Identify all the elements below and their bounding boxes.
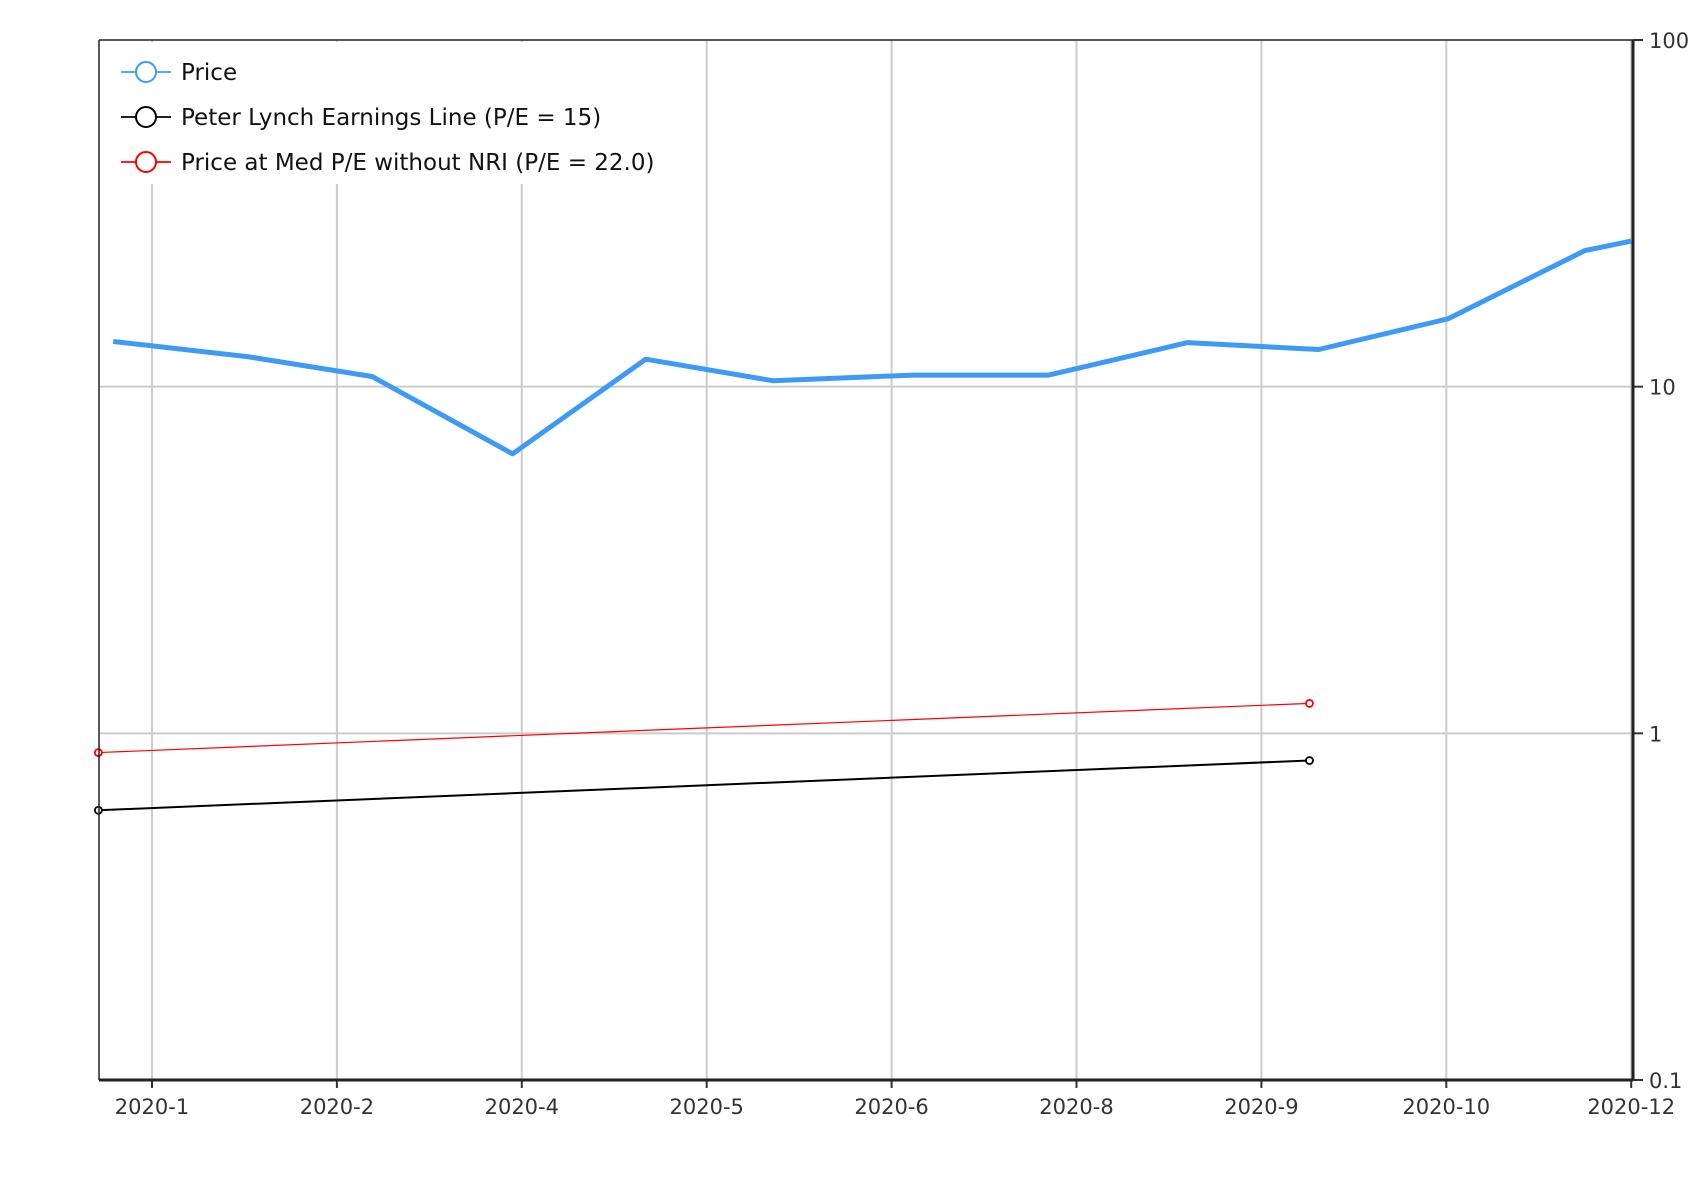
legend-background	[101, 42, 661, 184]
series-line-2	[98, 702, 1310, 754]
series-layer	[93, 238, 1632, 815]
y-tick-label: 10	[1649, 376, 1676, 400]
series-line-1	[98, 759, 1310, 812]
axes: 2020-1 2020-2 2020-4 2020-5 2020-6 2020-8 2020…	[98, 29, 1689, 1119]
x-tick-label: 2020-1	[115, 1095, 189, 1119]
x-tick-label: 2020-10	[1402, 1095, 1490, 1119]
y-tick-label: 1	[1649, 722, 1662, 746]
series-line-0	[112, 238, 1632, 457]
x-tick-label: 2020-6	[854, 1095, 928, 1119]
x-tick-label: 2020-8	[1039, 1095, 1113, 1119]
legend-label: Price at Med P/E without NRI (P/E = 22.0…	[181, 150, 654, 176]
legend-swatch-marker	[135, 106, 157, 128]
legend-label: Price	[181, 60, 237, 86]
x-tick-label: 2020-9	[1224, 1095, 1298, 1119]
legend-label: Peter Lynch Earnings Line (P/E = 15)	[181, 105, 601, 131]
data-point	[1305, 756, 1314, 765]
y-tick-label: 100	[1649, 29, 1689, 53]
x-tick-label: 2020-4	[485, 1095, 559, 1119]
legend: Price Peter Lynch Earnings Line (P/E = 15…	[101, 42, 661, 184]
grid	[99, 40, 1633, 1080]
data-point	[1305, 698, 1314, 708]
x-tick-label: 2020-2	[300, 1095, 374, 1119]
legend-swatch-marker	[135, 151, 157, 173]
y-tick-label: 0.1	[1649, 1069, 1682, 1093]
x-tick-label: 2020-5	[670, 1095, 744, 1119]
x-tick-label: 2020-12	[1587, 1095, 1675, 1119]
legend-swatch-marker	[135, 61, 157, 83]
